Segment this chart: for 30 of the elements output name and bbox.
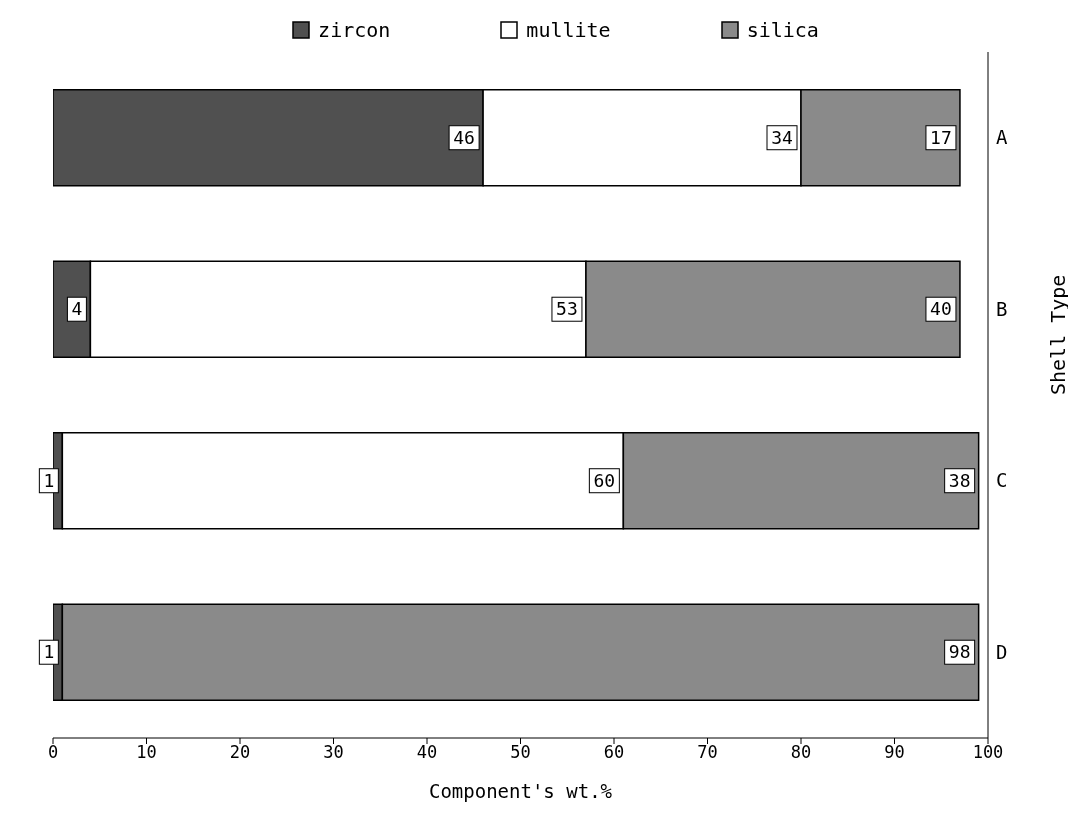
x-tick-label: 40 [416, 742, 438, 763]
y-tick-label: B [996, 297, 1008, 320]
data-label: 53 [556, 298, 578, 320]
x-tick-label: 60 [603, 742, 625, 763]
y-tick-label: A [996, 126, 1008, 149]
x-tick-label: 90 [884, 742, 905, 763]
data-label: 1 [43, 641, 55, 663]
x-tick-label: 80 [790, 742, 812, 763]
x-tick-label: 20 [229, 742, 251, 763]
data-label: 40 [930, 298, 952, 320]
data-label: 46 [453, 126, 475, 148]
data-label: 34 [771, 126, 793, 148]
y-tick-label: D [996, 640, 1008, 663]
data-label: 4 [71, 298, 83, 320]
x-tick-label: 10 [136, 742, 157, 763]
x-axis-title: Component's wt.% [428, 780, 613, 802]
data-label: 38 [948, 469, 971, 491]
data-label: 1 [43, 469, 55, 491]
x-tick-label: 50 [510, 742, 531, 763]
x-tick-label: 0 [47, 742, 59, 763]
x-tick-label: 70 [697, 742, 718, 763]
data-label: 17 [930, 126, 952, 148]
y-tick-label: C [996, 469, 1008, 492]
data-label: 98 [948, 641, 971, 663]
legend-label: silica [746, 18, 819, 42]
x-tick-label: 30 [323, 742, 344, 763]
legend-label: zircon [318, 18, 391, 42]
data-label: 60 [593, 469, 616, 491]
x-tick-label: 100 [972, 742, 1004, 763]
legend-label: mullite [526, 18, 611, 42]
